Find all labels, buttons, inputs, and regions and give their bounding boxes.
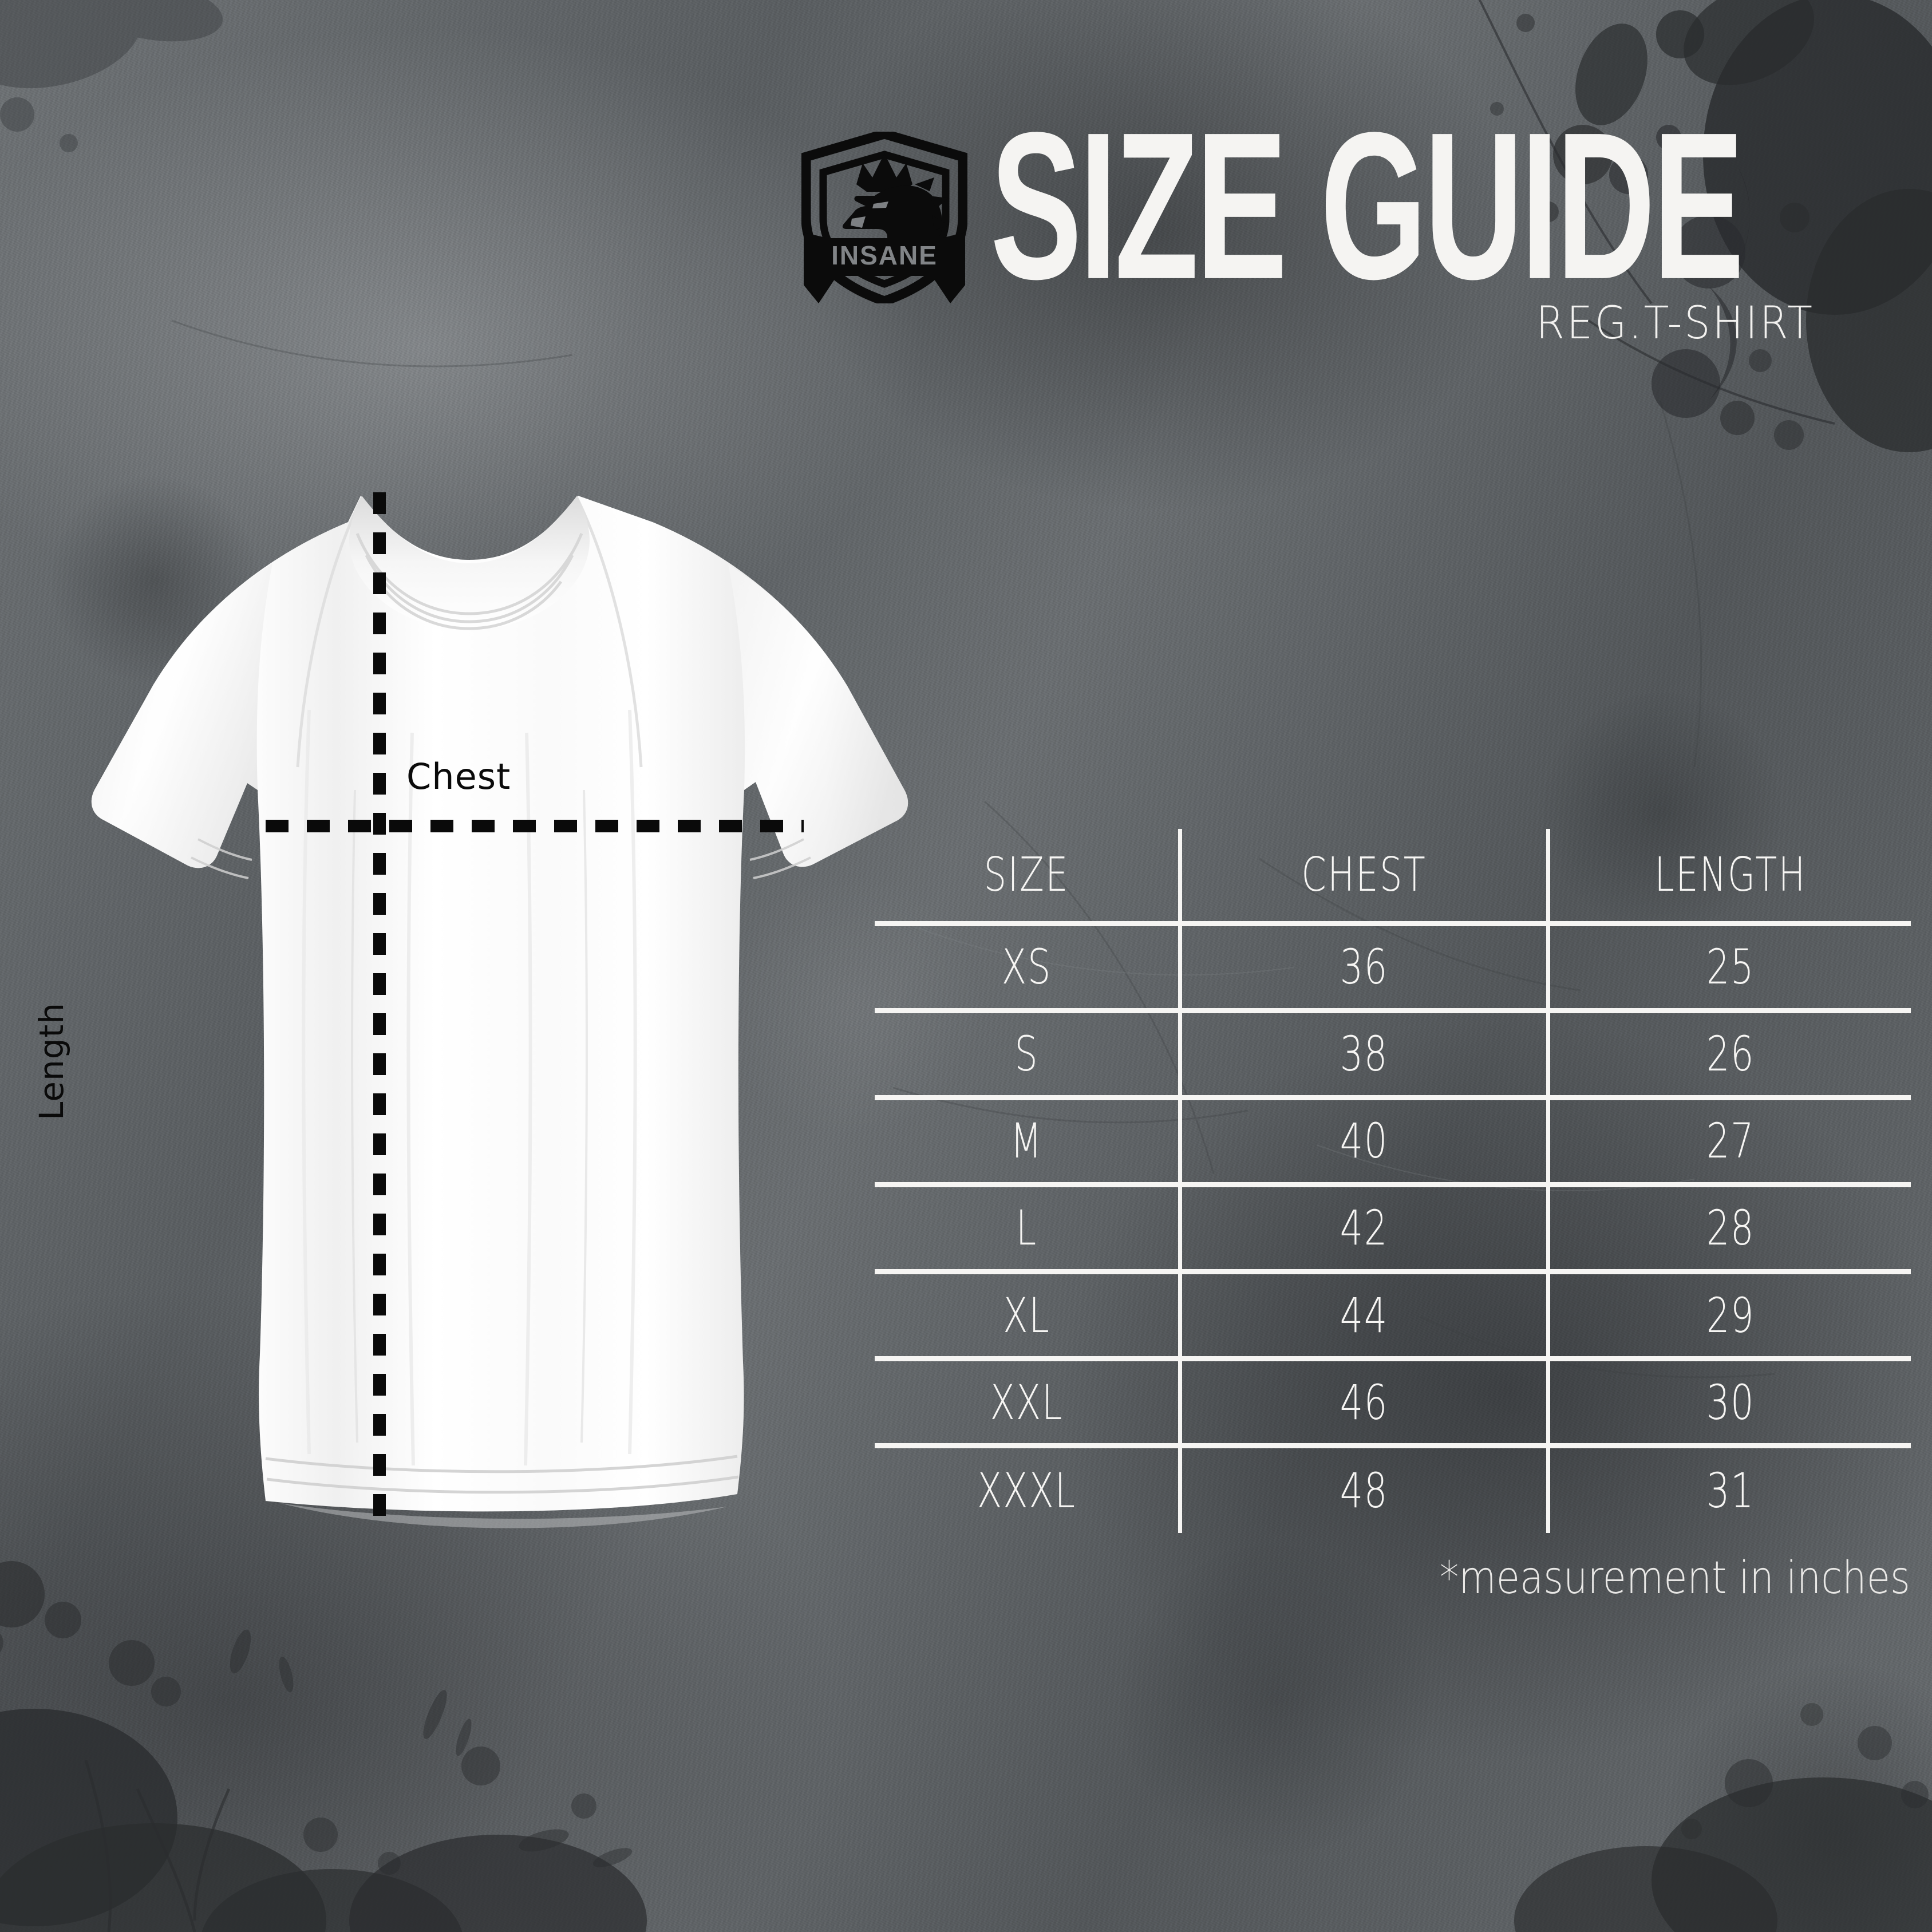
cell-size: L [875, 1184, 1183, 1275]
lion-mane-icon [915, 177, 949, 230]
banner-tail-right-icon [932, 276, 965, 303]
table-row: S 38 26 [875, 1010, 1911, 1100]
column-header-size: SIZE [875, 829, 1183, 926]
cell-size: XXXL [875, 1445, 1183, 1533]
column-header-length: LENGTH [1548, 829, 1911, 926]
length-label: Length [32, 1002, 71, 1121]
lion-head-icon [842, 185, 942, 246]
shield-inner-icon [819, 151, 950, 288]
chest-label: Chest [406, 756, 511, 797]
cell-length: 30 [1548, 1358, 1911, 1449]
cell-length: 27 [1548, 1097, 1911, 1187]
cell-chest: 48 [1180, 1445, 1550, 1533]
cell-length: 28 [1548, 1184, 1911, 1275]
table-row: XXL 46 30 [875, 1358, 1911, 1449]
cell-length: 31 [1706, 1463, 1755, 1519]
tshirt-hem-shadow [280, 1503, 727, 1528]
table-row: M 40 27 [875, 1097, 1911, 1187]
lion-eye-icon [872, 202, 888, 208]
cell-chest: 46 [1180, 1358, 1550, 1449]
page-subtitle: REG.T-SHIRT [1536, 298, 1815, 349]
page-title: SIZE GUIDE [990, 88, 1744, 323]
tshirt-illustration [91, 496, 908, 1528]
cell-length: 25 [1548, 923, 1911, 1013]
tshirt-left-sleeve [91, 563, 272, 868]
cell-size: S [875, 1010, 1183, 1100]
cell-chest: 44 [1180, 1271, 1550, 1362]
column-header-chest: CHEST [1180, 829, 1550, 926]
cell-size: XL [875, 1271, 1183, 1362]
tshirt-right-sleeve [728, 564, 908, 867]
cell-chest: 36 [1180, 923, 1550, 1013]
cell-size: XS [875, 923, 1183, 1013]
size-chart-table: SIZE CHEST LENGTH XS 36 25 S 38 26 M 40 … [875, 829, 1911, 1533]
banner-fold-left-icon [804, 232, 828, 238]
cell-chest: 38 [1180, 1010, 1550, 1100]
banner-fold-right-icon [941, 232, 965, 238]
cell-chest: 42 [1180, 1184, 1550, 1275]
measurement-footnote: *measurement in inches [1439, 1552, 1910, 1604]
cell-size: M [875, 1097, 1183, 1187]
table-row: XL 44 29 [875, 1271, 1911, 1362]
cell-length: 26 [1548, 1010, 1911, 1100]
length-dashed-line [373, 492, 386, 1523]
table-row: L 42 28 [875, 1184, 1911, 1275]
tshirt-body-shape [91, 496, 908, 1512]
cell-length: 29 [1548, 1271, 1911, 1362]
brand-logo: INSANE [801, 132, 967, 303]
cell-chest: 40 [1180, 1097, 1550, 1187]
table-header-row: SIZE CHEST LENGTH [875, 829, 1911, 926]
banner-ribbon-icon [804, 238, 965, 276]
crown-icon [856, 153, 912, 192]
chest-dashed-line [266, 820, 804, 832]
tshirt-diagram: Chest Length [11, 469, 1042, 1546]
logo-wordmark: INSANE [831, 240, 938, 270]
cell-size: XXL [875, 1358, 1183, 1449]
banner-tail-left-icon [804, 276, 837, 303]
table-row: XXXL 48 31 [875, 1445, 1911, 1533]
table-row: XS 36 25 [875, 923, 1911, 1013]
lion-jaw-icon [851, 216, 866, 228]
header: INSANE SIZE GUIDE REG.T-SHIRT [801, 101, 1812, 355]
